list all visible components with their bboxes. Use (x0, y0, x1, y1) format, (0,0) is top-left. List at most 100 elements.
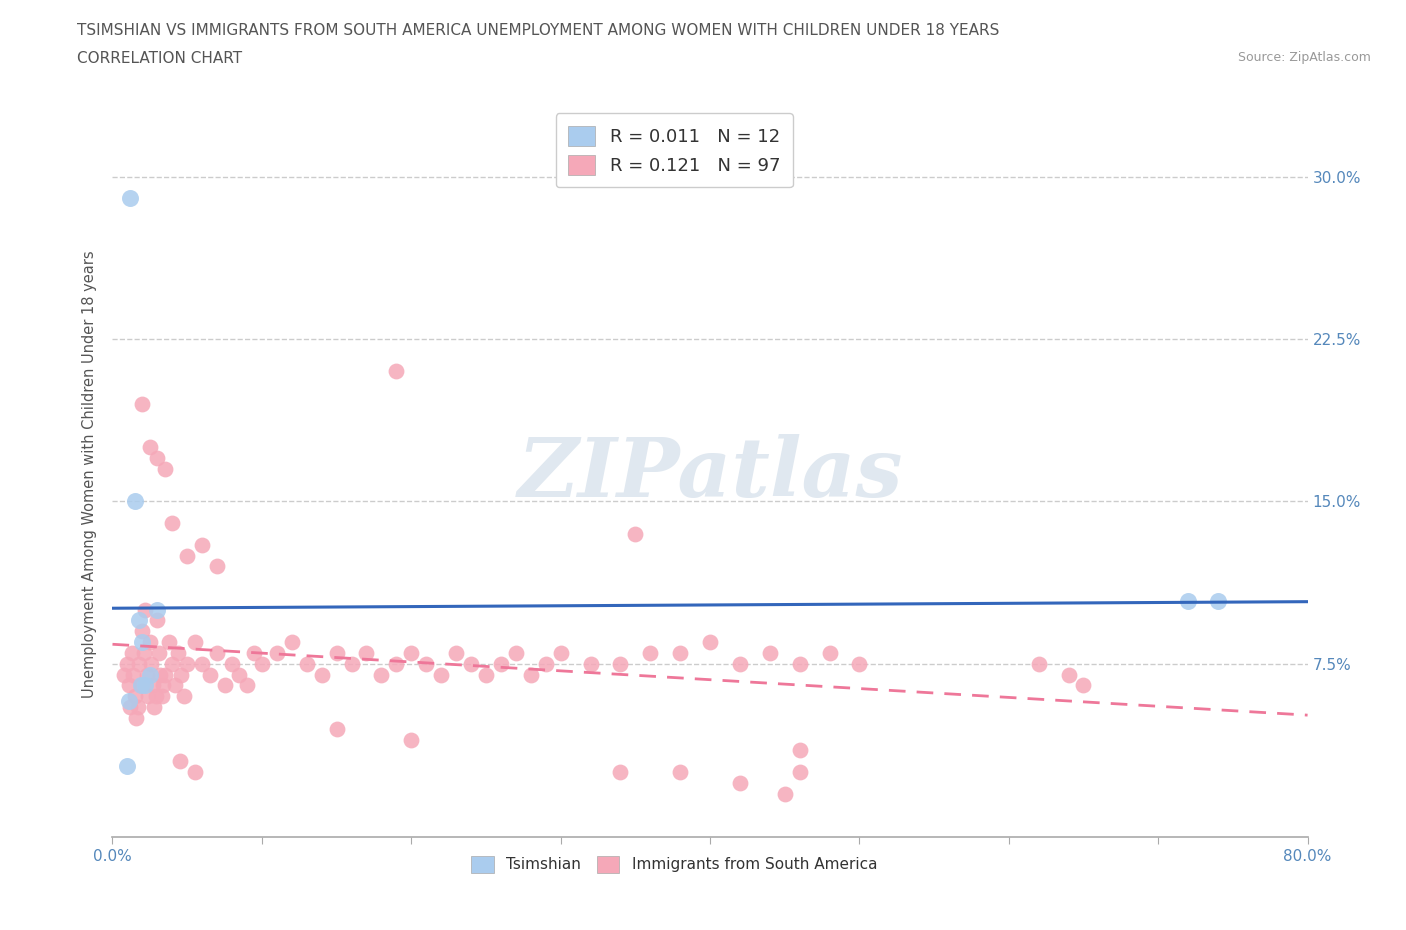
Point (198, 667, 221, 682)
Point (340, 657, 363, 671)
Point (170, 667, 193, 682)
Point (173, 689, 195, 704)
Point (162, 657, 183, 671)
Point (430, 667, 453, 682)
Point (129, 678, 152, 693)
Point (520, 667, 543, 682)
Point (385, 657, 408, 671)
Point (139, 440, 162, 455)
Point (385, 364, 408, 379)
Point (117, 657, 139, 671)
Point (759, 645, 782, 660)
Point (214, 678, 236, 693)
Point (131, 634, 153, 649)
Point (148, 645, 170, 660)
Point (131, 396, 153, 411)
Point (669, 764, 692, 779)
Point (699, 634, 721, 649)
Point (129, 678, 152, 693)
Point (205, 645, 228, 660)
Point (370, 667, 392, 682)
Text: TSIMSHIAN VS IMMIGRANTS FROM SOUTH AMERICA UNEMPLOYMENT AMONG WOMEN WITH CHILDRE: TSIMSHIAN VS IMMIGRANTS FROM SOUTH AMERI… (77, 23, 1000, 38)
Point (669, 645, 692, 660)
Point (183, 764, 205, 779)
Point (120, 699, 142, 714)
Point (150, 689, 173, 704)
Point (128, 657, 150, 671)
Point (146, 451, 169, 466)
Point (609, 657, 631, 671)
Point (281, 634, 304, 649)
Point (134, 678, 156, 693)
Point (146, 603, 169, 618)
Point (162, 515, 183, 530)
Point (118, 678, 141, 693)
Point (624, 526, 647, 541)
Point (191, 538, 214, 552)
Point (818, 645, 841, 660)
Point (250, 657, 273, 671)
Text: CORRELATION CHART: CORRELATION CHART (77, 51, 242, 66)
Point (121, 645, 143, 660)
Point (401, 732, 423, 747)
Point (124, 689, 146, 704)
Point (228, 667, 250, 682)
Point (191, 657, 214, 671)
Point (475, 667, 498, 682)
Point (1057, 667, 1080, 682)
Y-axis label: Unemployment Among Women with Children Under 18 years: Unemployment Among Women with Children U… (82, 250, 97, 698)
Point (221, 657, 243, 671)
Point (157, 634, 180, 649)
Point (789, 743, 811, 758)
Point (131, 624, 153, 639)
Point (152, 678, 174, 693)
Point (176, 657, 198, 671)
Point (153, 461, 176, 476)
Point (444, 645, 467, 660)
Point (550, 645, 572, 660)
Point (132, 645, 155, 660)
Point (127, 699, 149, 714)
Text: Source: ZipAtlas.com: Source: ZipAtlas.com (1237, 51, 1371, 64)
Point (236, 678, 259, 693)
Point (167, 645, 190, 660)
Point (120, 191, 142, 206)
Point (789, 657, 811, 671)
Point (789, 764, 811, 779)
Point (165, 678, 187, 693)
Point (243, 645, 266, 660)
Point (773, 786, 796, 801)
Point (311, 667, 333, 682)
Point (135, 667, 157, 682)
Point (415, 657, 437, 671)
Point (579, 657, 602, 671)
Point (153, 667, 176, 682)
Point (1073, 678, 1095, 693)
Point (114, 667, 135, 682)
Point (125, 711, 148, 725)
Point (325, 645, 347, 660)
Point (534, 657, 557, 671)
Text: ZIPatlas: ZIPatlas (517, 434, 903, 514)
Point (295, 657, 318, 671)
Point (183, 634, 205, 649)
Point (1177, 593, 1199, 608)
Point (134, 603, 156, 618)
Point (122, 667, 145, 682)
Point (728, 776, 751, 790)
Point (1028, 657, 1050, 671)
Point (141, 657, 163, 671)
Point (146, 613, 169, 628)
Point (205, 559, 228, 574)
Point (505, 645, 527, 660)
Point (266, 645, 288, 660)
Point (142, 678, 165, 693)
Point (609, 764, 631, 779)
Point (139, 634, 162, 649)
Point (117, 758, 139, 773)
Point (124, 494, 146, 509)
Point (728, 657, 751, 671)
Legend: Tsimshian, Immigrants from South America: Tsimshian, Immigrants from South America (464, 848, 884, 880)
Point (143, 699, 166, 714)
Point (460, 657, 482, 671)
